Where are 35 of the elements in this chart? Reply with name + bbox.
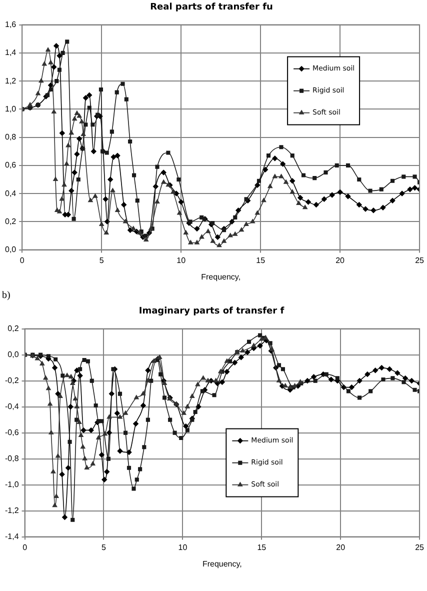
y-tick-label: 1,4 (4, 48, 17, 58)
x-tick-label: 15 (257, 542, 267, 552)
y-tick-label: 0,0 (8, 350, 20, 360)
x-tick-label: 15 (256, 256, 266, 265)
text: b) (1, 290, 12, 303)
y-tick-label: 1,6 (4, 20, 17, 30)
x-axis-title: Frequency, (201, 272, 241, 282)
y-tick-label: 0,2 (8, 324, 20, 334)
y-tick-label: -0,8 (4, 454, 20, 464)
x-tick-label: 20 (336, 256, 346, 265)
y-tick-label: -1,4 (4, 532, 20, 542)
x-tick-label: 0 (20, 256, 25, 265)
y-tick-label: -0,2 (4, 376, 20, 386)
y-tick-label: 0,0 (4, 245, 17, 254)
x-tick-label: 5 (102, 542, 107, 552)
y-tick-label: 0,8 (4, 132, 17, 142)
x-tick-label: 10 (176, 256, 186, 265)
y-tick-label: -0,4 (4, 402, 20, 412)
y-tick-label: -1,0 (4, 480, 20, 490)
chart-title: Imaginary parts of transfer f (138, 306, 284, 317)
y-tick-label: -1,2 (4, 506, 20, 516)
x-tick-label: 10 (178, 542, 188, 552)
x-tick-label: 25 (415, 256, 425, 265)
y-tick-label: 0,6 (4, 160, 17, 170)
y-tick-label: 0,2 (4, 216, 17, 226)
y-tick-label: 1,2 (4, 76, 17, 86)
x-tick-label: 0 (22, 542, 28, 552)
y-tick-label: -0,6 (4, 428, 20, 438)
chart-title: Real parts of transfer fu (150, 2, 273, 13)
x-axis-title: Frequency, (202, 559, 242, 568)
y-tick-label: 0,4 (4, 188, 17, 198)
x-tick-label: 5 (99, 256, 104, 265)
x-tick-label: 25 (415, 542, 425, 552)
y-tick-label: 1,0 (4, 104, 17, 114)
x-tick-label: 20 (336, 542, 346, 552)
